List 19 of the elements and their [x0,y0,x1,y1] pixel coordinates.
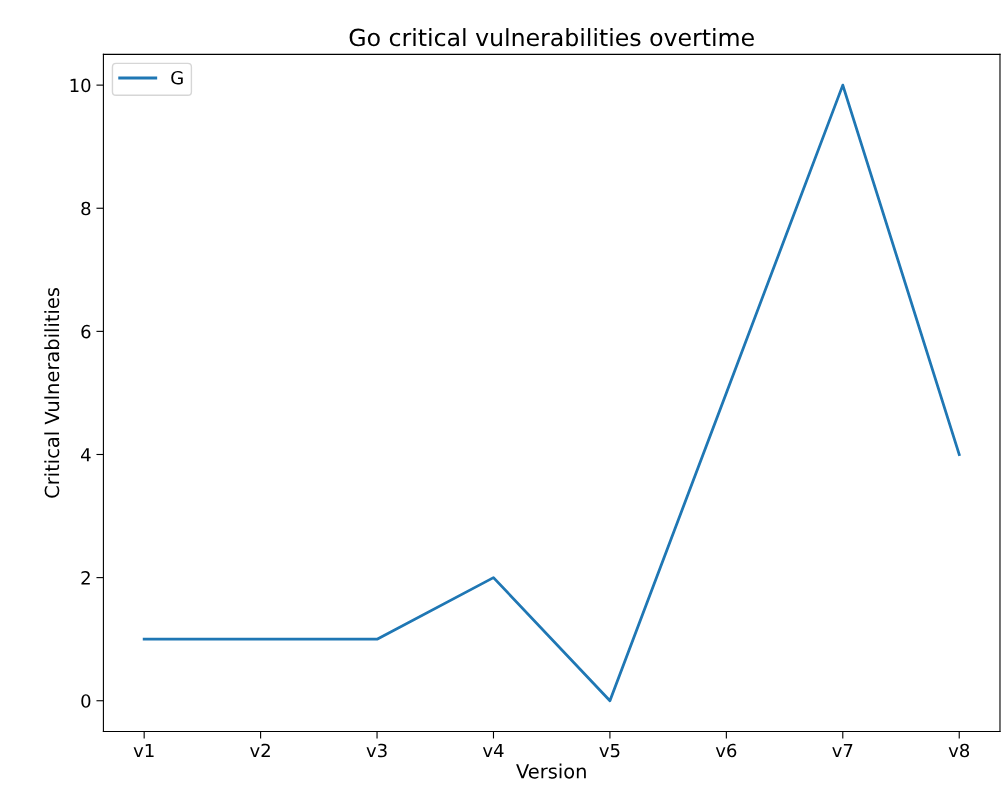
y-tick-label: 10 [70,78,91,93]
x-tick-label: v4 [482,743,504,758]
x-tick-label: v5 [599,743,620,758]
y-tick-label: 4 [81,448,91,462]
y-tick-label: 6 [81,324,91,339]
x-tick-label: v1 [133,743,154,758]
y-tick-label: 2 [81,571,90,585]
line-series [142,83,961,703]
x-tick-label: v3 [366,743,387,758]
y-axis-title: Critical Vulnerabilities [44,287,60,498]
y-tick-label: 8 [81,201,91,216]
y-tick-label: 0 [81,694,91,708]
x-tick-label: v2 [250,743,270,758]
legend-label: G [171,70,183,85]
x-tick-label: v7 [832,743,853,758]
x-tick-label: v8 [948,743,970,758]
x-axis-title: Version [516,763,586,779]
x-tick-label: v6 [715,743,737,758]
chart-title: Go critical vulnerabilities overtime [349,28,754,47]
